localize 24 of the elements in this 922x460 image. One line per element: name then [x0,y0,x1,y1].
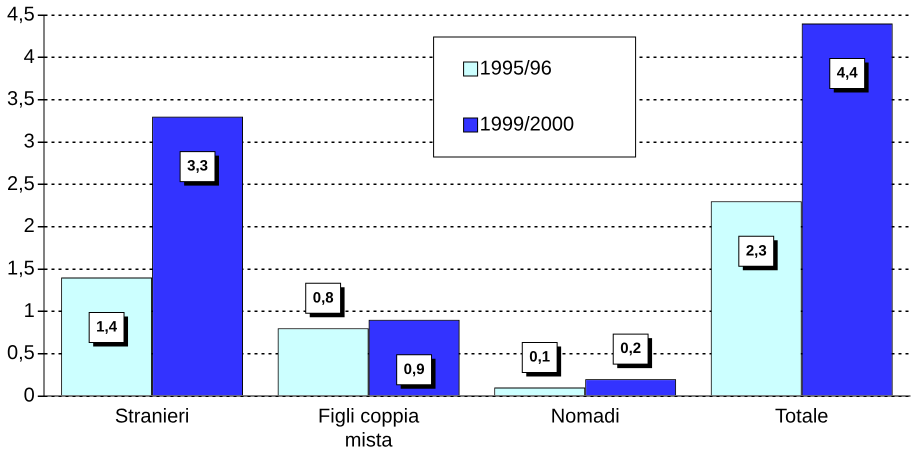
data-label: 0,1 [529,348,550,366]
y-tick-label: 4,5 [6,4,35,26]
legend-label: 1999/2000 [480,114,574,136]
data-label: 0,9 [404,360,425,378]
y-tick-label: 0 [24,384,35,407]
data-label: 2,3 [746,242,767,260]
y-tick-label: 1 [24,300,35,322]
data-label: 4,4 [836,64,858,82]
data-label: 0,2 [620,340,642,358]
legend-label: 1995/96 [480,58,552,80]
y-tick-label: 3 [24,130,35,153]
y-tick-label: 1,5 [6,258,35,280]
data-label: 0,8 [312,289,334,306]
x-tick-label: Figli coppia mista [318,406,420,452]
y-tick-label: 3,5 [6,88,35,110]
y-tick-label: 0,5 [6,342,35,364]
data-label: 3,3 [187,158,208,175]
x-tick-label: Stranieri [114,406,190,428]
data-label: 1,4 [96,318,118,336]
x-tick-label: Totale [775,406,828,428]
y-tick-label: 2,5 [6,172,35,195]
y-tick-label: 2 [24,215,35,238]
x-tick-label: Nomadi [550,406,620,428]
y-tick-label: 4 [24,46,35,68]
